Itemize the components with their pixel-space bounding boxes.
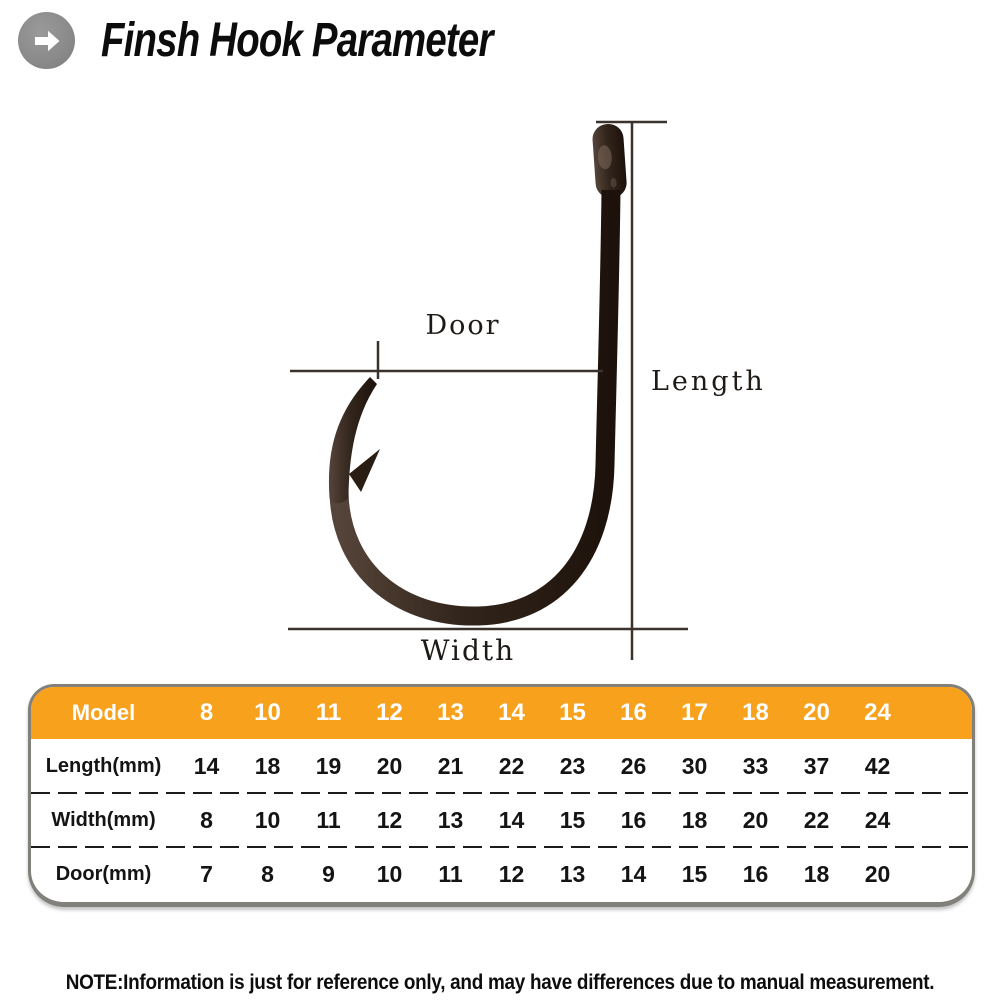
table-cell: 14 xyxy=(620,860,647,887)
table-cell: 21 xyxy=(437,752,464,779)
model-size: 13 xyxy=(437,699,464,726)
hook-barb xyxy=(349,449,380,492)
table-cell: 11 xyxy=(316,806,341,833)
table-cell: 15 xyxy=(681,860,708,887)
table-cell: 15 xyxy=(559,806,586,833)
table-cell: 8 xyxy=(261,860,274,887)
model-size: 10 xyxy=(254,699,281,726)
table-cell: 12 xyxy=(376,806,403,833)
width-label: Width xyxy=(420,634,516,667)
length-label: Length xyxy=(651,366,766,397)
table-cell: 26 xyxy=(620,752,647,779)
table-cell: 33 xyxy=(742,752,769,779)
table-cell: 18 xyxy=(803,860,830,887)
table-cell: 9 xyxy=(322,860,335,887)
table-cell: 12 xyxy=(498,860,525,887)
table-cell: 42 xyxy=(864,752,891,779)
table-cell: 37 xyxy=(803,752,830,779)
model-size: 17 xyxy=(681,699,708,726)
table-header-row: Model 8 10 11 12 13 14 15 16 17 18 20 24 xyxy=(31,687,972,739)
page-title: Finsh Hook Parameter xyxy=(101,14,493,67)
table-cell: 22 xyxy=(498,752,525,779)
table-row-door: Door(mm) 7 8 9 10 11 12 13 14 15 16 18 2… xyxy=(31,847,972,901)
table-cell: 7 xyxy=(200,860,213,887)
hook-shank xyxy=(329,189,621,626)
model-size: 24 xyxy=(864,699,891,726)
row-label: Length(mm) xyxy=(45,754,162,777)
door-label: Door xyxy=(425,310,501,341)
model-size: 15 xyxy=(559,699,586,726)
table-cell: 19 xyxy=(315,752,342,779)
table-cell: 13 xyxy=(437,806,464,833)
header: Finsh Hook Parameter xyxy=(18,12,590,69)
table-cell: 14 xyxy=(498,806,525,833)
table-cell: 22 xyxy=(803,806,830,833)
row-label: Door(mm) xyxy=(55,862,152,885)
table-cell: 20 xyxy=(376,752,403,779)
table-row-width: Width(mm) 8 10 11 12 13 14 15 16 18 20 2… xyxy=(31,793,972,848)
table-cell: 16 xyxy=(742,860,769,887)
model-size: 20 xyxy=(803,699,830,726)
table-cell: 20 xyxy=(742,806,769,833)
model-header: Model xyxy=(71,700,136,725)
model-size: 8 xyxy=(199,699,214,726)
parameter-table: Model 8 10 11 12 13 14 15 16 17 18 20 24… xyxy=(28,684,975,907)
arrow-right-icon xyxy=(18,12,75,69)
disclaimer-note: NOTE:Information is just for reference o… xyxy=(65,971,935,994)
table-cell: 24 xyxy=(864,806,891,833)
table-cell: 10 xyxy=(376,860,403,887)
table-cell: 14 xyxy=(193,752,220,779)
table-cell: 23 xyxy=(559,752,586,779)
table-cell: 10 xyxy=(254,806,281,833)
table-cell: 8 xyxy=(200,806,213,833)
model-size: 16 xyxy=(620,699,647,726)
table-cell: 30 xyxy=(681,752,708,779)
model-size: 18 xyxy=(742,699,769,726)
table-cell: 20 xyxy=(864,860,891,887)
table-cell: 18 xyxy=(254,752,281,779)
hook-point xyxy=(328,377,377,504)
table-row-length: Length(mm) 14 18 19 20 21 22 23 26 30 33… xyxy=(31,739,972,794)
table-cell: 13 xyxy=(559,860,586,887)
row-label: Width(mm) xyxy=(51,808,156,831)
dimension-lines xyxy=(288,120,688,660)
model-size: 11 xyxy=(315,699,342,726)
model-size: 14 xyxy=(498,699,525,726)
hook-eye xyxy=(592,123,627,198)
table-cell: 18 xyxy=(681,806,708,833)
table-cell: 16 xyxy=(620,806,647,833)
table-cell: 11 xyxy=(438,860,463,887)
model-size: 12 xyxy=(376,699,403,726)
